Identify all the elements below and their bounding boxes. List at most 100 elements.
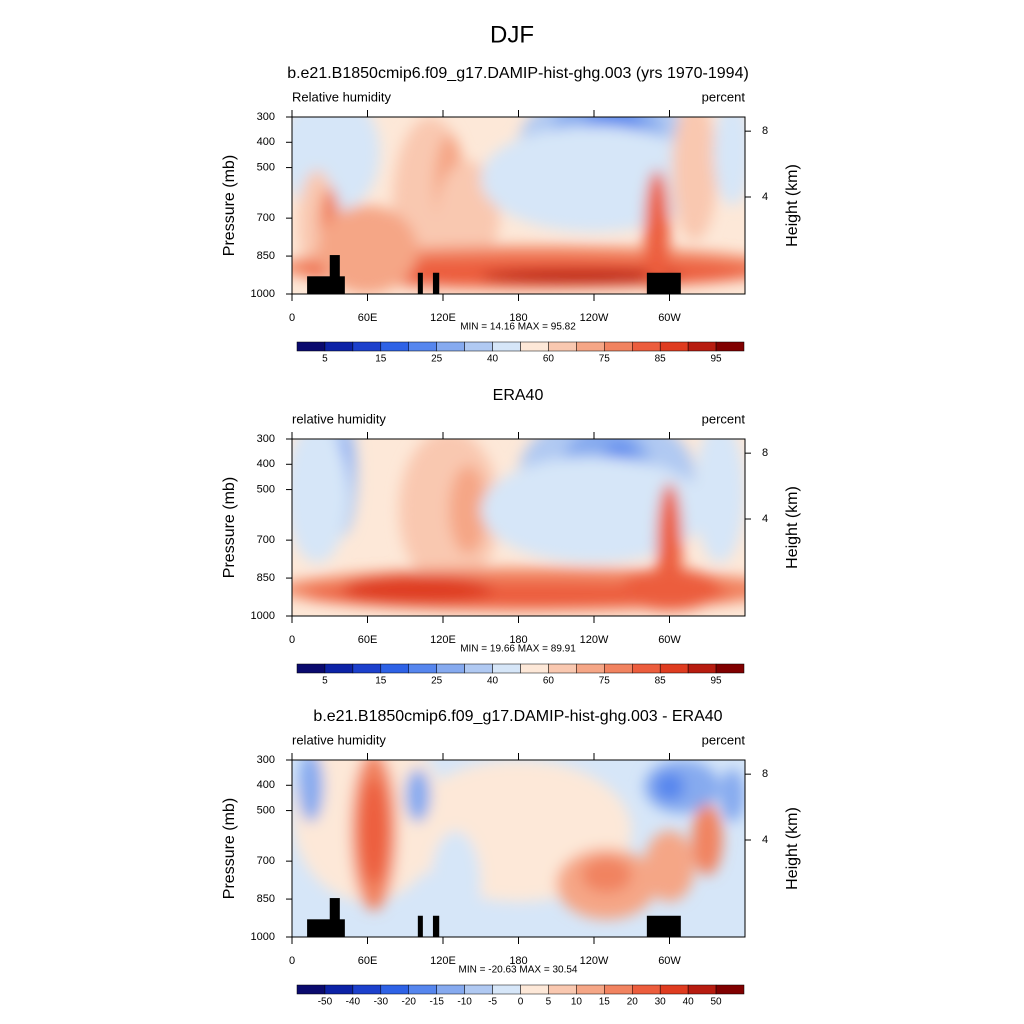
colorbar-label: 60: [543, 676, 555, 687]
x-tick-label: 120W: [580, 634, 609, 646]
y2-axis-label: Height (km): [784, 486, 801, 569]
x-tick-label: 60W: [658, 955, 681, 967]
colorbar-label: 15: [599, 997, 611, 1008]
colorbar-box: [492, 341, 521, 352]
x-tick-label: 0: [289, 955, 295, 967]
colorbar-box: [632, 341, 661, 352]
colorbar-label: 25: [431, 354, 443, 365]
contour-blob: [694, 439, 745, 563]
colorbar-label: 30: [655, 997, 667, 1008]
colorbar-box: [492, 984, 521, 995]
topography: [417, 915, 423, 937]
right-label: percent: [702, 411, 746, 426]
colorbar-label: 75: [599, 676, 611, 687]
contour-field: [292, 439, 745, 616]
y-tick-label: 1000: [251, 288, 275, 300]
colorbar-box: [604, 663, 633, 674]
colorbar-box: [436, 663, 465, 674]
colorbar-box: [380, 984, 409, 995]
y2-tick-label: 4: [762, 834, 768, 846]
x-tick-label: 180: [509, 634, 527, 646]
x-tick-label: 60E: [358, 634, 378, 646]
main-title: DJF: [490, 21, 534, 48]
contour-blob: [619, 568, 720, 611]
x-tick-label: 120W: [580, 312, 609, 324]
contour-blob: [405, 768, 431, 822]
colorbar-box: [352, 984, 382, 995]
colorbar-label: 60: [543, 354, 555, 365]
y2-tick-label: 8: [762, 447, 768, 459]
colorbar-box: [380, 663, 409, 674]
contour-blob: [292, 439, 349, 563]
colorbar-box: [324, 341, 354, 352]
stats: MIN = 19.66 MAX = 89.91: [460, 644, 576, 655]
contour-blob: [342, 575, 494, 604]
colorbar-label: 95: [711, 354, 723, 365]
left-label: relative humidity: [292, 732, 386, 747]
y2-axis-label: Height (km): [784, 164, 801, 247]
colorbar-label: 40: [487, 676, 499, 687]
y-tick-label: 300: [257, 111, 275, 123]
colorbar-box: [436, 984, 465, 995]
colorbar-box: [659, 341, 689, 352]
topography: [432, 272, 440, 294]
y-axis-label: Pressure (mb): [221, 155, 238, 256]
contour-blob: [480, 269, 683, 284]
colorbar-box: [715, 341, 745, 352]
y-tick-label: 500: [257, 161, 275, 173]
colorbar-box: [436, 341, 465, 352]
x-tick-label: 120W: [580, 955, 609, 967]
colorbar-box: [324, 984, 354, 995]
x-tick-label: 120E: [430, 312, 456, 324]
colorbar-label: 50: [711, 997, 723, 1008]
colorbar-label: 95: [711, 676, 723, 687]
y2-tick-label: 4: [762, 191, 768, 203]
colorbar-label: 75: [599, 354, 611, 365]
colorbar-box: [464, 663, 493, 674]
contour-blob: [672, 117, 718, 241]
stats: MIN = 14.16 MAX = 95.82: [460, 322, 576, 333]
topography: [646, 915, 681, 937]
colorbar-label: -40: [346, 997, 361, 1008]
colorbar-label: 40: [487, 354, 499, 365]
y-tick-label: 850: [257, 250, 275, 262]
y-tick-label: 700: [257, 212, 275, 224]
contour-blob: [692, 804, 723, 876]
field-blobs: [292, 439, 745, 611]
colorbar-box: [548, 663, 577, 674]
y-tick-label: 700: [257, 855, 275, 867]
contour-blob: [430, 830, 481, 937]
colorbar-label: 40: [683, 997, 695, 1008]
colorbar-box: [520, 663, 549, 674]
colorbar-box: [604, 984, 633, 995]
y-tick-label: 850: [257, 572, 275, 584]
colorbar-box: [687, 984, 717, 995]
contour-blob: [581, 857, 632, 893]
right-label: percent: [702, 732, 746, 747]
y-tick-label: 300: [257, 754, 275, 766]
y-tick-label: 1000: [251, 931, 275, 943]
y-axis-label: Pressure (mb): [221, 798, 238, 899]
topography: [329, 255, 340, 294]
y-tick-label: 400: [257, 779, 275, 791]
contour-blob: [644, 830, 695, 902]
y2-tick-label: 8: [762, 768, 768, 780]
topography: [329, 898, 340, 937]
colorbar-label: 5: [322, 676, 328, 687]
contour-field: [292, 760, 745, 937]
colorbar-label: 25: [431, 676, 443, 687]
colorbar-box: [715, 984, 745, 995]
colorbar-label: 85: [655, 676, 667, 687]
colorbar-box: [659, 663, 689, 674]
contour-blob: [361, 777, 387, 884]
colorbar-box: [687, 341, 717, 352]
colorbar-label: -20: [402, 997, 417, 1008]
colorbar-box: [352, 341, 382, 352]
colorbar-label: -50: [318, 997, 333, 1008]
colorbar-box: [464, 984, 493, 995]
contour-blob: [654, 772, 685, 801]
colorbar-box: [352, 663, 382, 674]
y2-tick-label: 4: [762, 513, 768, 525]
y-axis-label: Pressure (mb): [221, 477, 238, 578]
